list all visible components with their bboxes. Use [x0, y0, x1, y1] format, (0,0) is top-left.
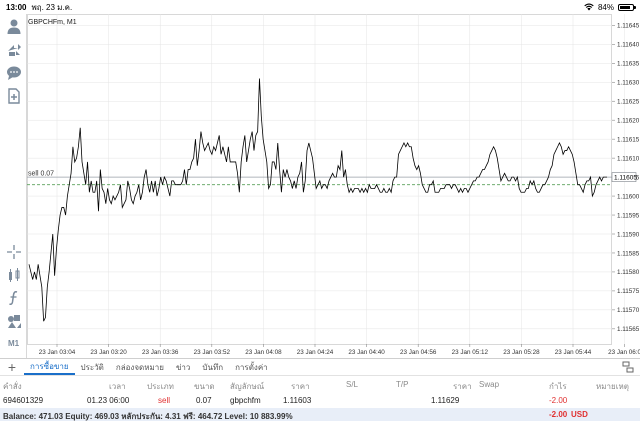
header-order: คำสั่ง — [3, 382, 22, 391]
summary-text: Balance: 471.03 Equity: 469.03 หลักประกั… — [3, 412, 293, 421]
timeframe-button[interactable]: M1 — [7, 339, 20, 348]
layout-icon[interactable] — [622, 361, 634, 373]
header-symbol: สัญลักษณ์ — [230, 382, 265, 391]
left-toolbar: M1 — [0, 14, 27, 358]
table-row[interactable]: 694601329 01.23 06:00 sell 0.07 gbpchfm … — [0, 392, 640, 408]
y-tick-label: 1.11580 — [617, 269, 640, 276]
positions-table: คำสั่ง เวลา ประเภท ขนาด สัญลักษณ์ ราคา S… — [0, 376, 640, 408]
chat-icon[interactable] — [5, 64, 22, 81]
indicators-icon[interactable] — [5, 266, 22, 283]
y-tick-label: 1.11610 — [617, 155, 640, 162]
x-tick-label: 23 Jan 04:08 — [245, 349, 282, 356]
position-label: sell 0.07 — [28, 171, 54, 178]
header-profit: กำไร — [549, 382, 567, 391]
x-tick-label: 23 Jan 04:40 — [348, 349, 385, 356]
price-chart[interactable]: 1.11645 1.11640 1.11635 1.11630 1.11625 1.116… — [27, 14, 640, 358]
header-sl: S/L — [346, 380, 359, 389]
row-price: 1.11603 — [283, 396, 312, 405]
price-series-line — [28, 78, 607, 322]
function-icon[interactable] — [5, 289, 22, 306]
account-icon[interactable] — [5, 17, 22, 34]
x-tick-label: 23 Jan 06:0 — [608, 349, 640, 356]
x-tick-label: 23 Jan 03:20 — [90, 349, 127, 356]
y-tick-label: 1.11570 — [617, 307, 640, 314]
y-tick-label: 1.11645 — [617, 23, 640, 30]
tab-history[interactable]: ประวัติ — [80, 362, 104, 372]
header-price: ราคา — [291, 382, 310, 391]
status-bar: 13:00 พฤ. 23 ม.ค. 84% — [0, 0, 640, 14]
y-tick-label: 1.11600 — [617, 193, 640, 200]
row-current-price: 1.11629 — [431, 396, 460, 405]
row-symbol: gbpchfm — [230, 396, 261, 405]
x-tick-label: 23 Jan 03:36 — [142, 349, 179, 356]
y-tick-label: 1.11565 — [617, 326, 640, 333]
y-tick-label: 1.11590 — [617, 231, 640, 238]
x-tick-label: 23 Jan 05:44 — [555, 349, 592, 356]
row-order: 694601329 — [3, 396, 44, 405]
row-profit: -2.00 — [549, 396, 568, 405]
status-date: พฤ. 23 ม.ค. — [31, 2, 73, 12]
y-tick-label: 1.11630 — [617, 80, 640, 87]
wifi-icon — [584, 3, 594, 11]
new-order-icon[interactable] — [5, 87, 22, 104]
tab-news[interactable]: ข่าว — [175, 362, 191, 372]
chart-symbol-label: GBPCHFm, M1 — [28, 19, 77, 26]
battery-percent: 84% — [597, 2, 614, 12]
y-tick-label: 1.11635 — [617, 61, 640, 68]
summary-currency: USD — [571, 410, 588, 419]
table-header: คำสั่ง เวลา ประเภท ขนาด สัญลักษณ์ ราคา S… — [0, 376, 640, 392]
row-time: 01.23 06:00 — [87, 396, 130, 405]
account-summary: Balance: 471.03 Equity: 469.03 หลักประกั… — [0, 408, 640, 421]
terminal-tabs: + การซื้อขาย ประวัติ กล่องจดหมาย ข่าว บั… — [0, 358, 640, 376]
header-type: ประเภท — [147, 382, 174, 391]
header-tp: T/P — [396, 380, 409, 389]
x-tick-label: 23 Jan 03:52 — [194, 349, 231, 356]
tab-journal[interactable]: บันทึก — [202, 362, 224, 372]
header-swap: Swap — [479, 380, 500, 389]
x-tick-label: 23 Jan 04:24 — [297, 349, 334, 356]
summary-profit: -2.00 — [549, 410, 568, 419]
crosshair-icon[interactable] — [5, 243, 22, 260]
tab-settings[interactable]: การตั้งค่า — [235, 362, 268, 372]
row-size: 0.07 — [196, 396, 212, 405]
bid-price-label: 1.11605 — [614, 174, 637, 181]
y-tick-label: 1.11625 — [617, 99, 640, 106]
trade-arrows-icon[interactable] — [5, 41, 22, 58]
y-tick-label: 1.11575 — [617, 288, 640, 295]
objects-icon[interactable] — [5, 312, 22, 329]
y-tick-label: 1.11620 — [617, 118, 640, 125]
x-tick-label: 23 Jan 03:04 — [39, 349, 76, 356]
y-tick-label: 1.11595 — [617, 212, 640, 219]
header-current-price: ราคา — [453, 382, 472, 391]
header-size: ขนาด — [194, 382, 215, 391]
y-tick-label: 1.11640 — [617, 42, 640, 49]
status-time: 13:00 — [6, 2, 27, 12]
x-tick-label: 23 Jan 04:56 — [400, 349, 437, 356]
tab-trade[interactable]: การซื้อขาย — [24, 359, 75, 375]
header-time: เวลา — [109, 382, 126, 391]
y-tick-label: 1.11615 — [617, 136, 640, 143]
header-comment: หมายเหตุ — [596, 382, 629, 391]
row-type: sell — [158, 396, 171, 405]
x-tick-label: 23 Jan 05:28 — [503, 349, 540, 356]
battery-icon — [618, 3, 636, 11]
x-tick-label: 23 Jan 05:12 — [452, 349, 489, 356]
bid-price-box — [611, 172, 637, 182]
chart-frame — [27, 14, 612, 345]
add-icon[interactable]: + — [7, 359, 17, 375]
tab-mailbox[interactable]: กล่องจดหมาย — [115, 362, 164, 372]
y-tick-label: 1.11585 — [617, 250, 640, 257]
